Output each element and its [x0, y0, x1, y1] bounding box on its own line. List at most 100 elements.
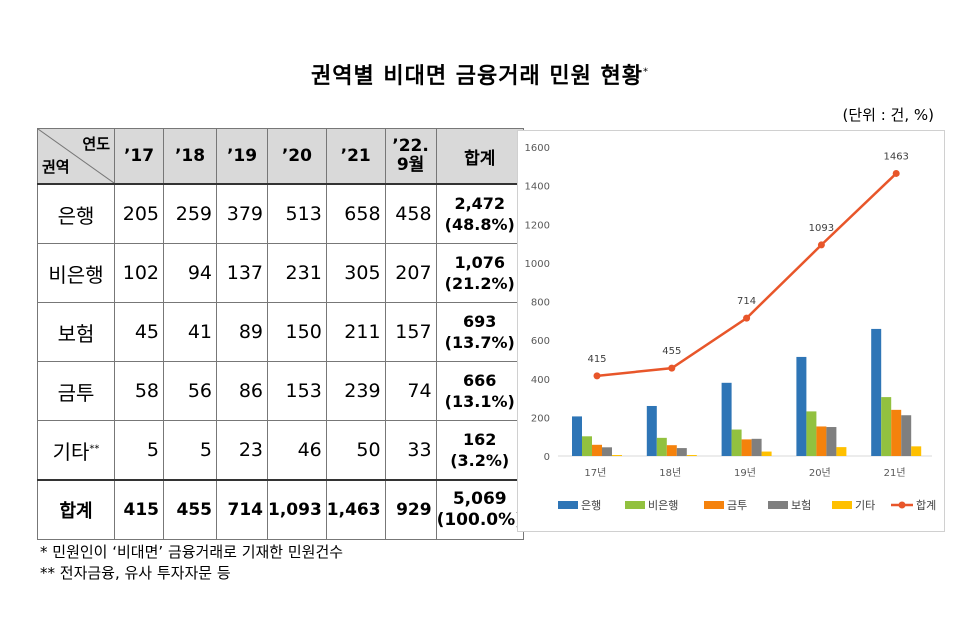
col-header-2018: ’18 — [163, 128, 217, 185]
table-row: 금투 58 56 86 153 239 74 666 (13.1%) — [37, 361, 524, 421]
row-share: (48.8%) — [444, 215, 515, 234]
legend-swatch-기타 — [832, 501, 852, 509]
table-cell: 74 — [384, 361, 437, 421]
x-tick-label: 20년 — [809, 467, 831, 479]
table-cell: 153 — [267, 361, 327, 421]
row-label: 비은행 — [37, 243, 115, 303]
sum-cell: 1,093 — [267, 479, 327, 540]
unit-label: (단위 : 건, %) — [842, 106, 934, 124]
table-cell: 658 — [325, 183, 386, 244]
line-point — [593, 372, 601, 380]
bar-은행 — [572, 416, 582, 456]
row-total: 666 — [463, 371, 497, 390]
table-cell: 46 — [267, 420, 327, 481]
row-label-text: 기타 — [52, 439, 90, 464]
bar-비은행 — [806, 411, 817, 456]
footnote-1: * 민원인이 ‘비대면’ 금융거래로 기재한 민원건수 — [40, 543, 344, 561]
legend-swatch-보험 — [768, 501, 788, 509]
table-cell: 23 — [216, 420, 268, 481]
table-cell: 56 — [163, 361, 217, 421]
grand-total-cell: 5,069 (100.0%) — [435, 479, 524, 540]
legend-swatch-금투 — [704, 501, 724, 509]
table-cell: 58 — [114, 361, 164, 421]
line-data-label: 1463 — [883, 151, 908, 162]
row-footnote-mark: ** — [89, 442, 100, 454]
bar-보험 — [901, 415, 912, 456]
row-label: 보험 — [37, 302, 115, 362]
sum-row-label: 합계 — [37, 479, 115, 540]
bar-기타 — [836, 447, 847, 456]
row-total: 693 — [463, 312, 497, 331]
table-cell: 231 — [267, 243, 327, 303]
row-total-cell: 1,076 (21.2%) — [435, 243, 524, 303]
bar-금투 — [741, 439, 752, 456]
bar-은행 — [646, 405, 657, 456]
row-label: 은행 — [37, 183, 115, 244]
row-total: 1,076 — [454, 253, 506, 272]
col-header-2017: ’17 — [114, 128, 164, 185]
y-tick-label: 800 — [531, 298, 550, 309]
corner-sector-label: 권역 — [42, 158, 70, 176]
bar-보험 — [751, 438, 762, 456]
line-data-label: 455 — [662, 346, 681, 357]
col-header-2022-sep: ’22. 9월 — [384, 128, 437, 185]
table-cell: 207 — [384, 243, 437, 303]
line-합계 — [596, 172, 898, 378]
table-cell: 41 — [163, 302, 217, 362]
legend-label: 은행 — [581, 499, 601, 512]
line-point — [743, 314, 751, 322]
table-cell: 137 — [216, 243, 268, 303]
sum-cell: 714 — [216, 479, 268, 540]
corner-diagonal — [38, 129, 114, 183]
table-cell: 379 — [216, 183, 268, 244]
row-share: (21.2%) — [444, 274, 515, 293]
table-cell: 89 — [216, 302, 268, 362]
legend-label: 비은행 — [648, 499, 678, 512]
row-total-cell: 666 (13.1%) — [435, 361, 524, 421]
bar-보험 — [826, 427, 837, 456]
title-footnote-mark: * — [643, 66, 649, 78]
legend-swatch-비은행 — [625, 501, 645, 509]
sum-cell: 455 — [163, 479, 217, 540]
bar-비은행 — [582, 436, 592, 456]
table-cell: 86 — [216, 361, 268, 421]
bar-기타 — [911, 446, 922, 456]
col-header-total: 합계 — [435, 128, 524, 185]
y-tick-label: 400 — [531, 375, 550, 386]
table-cell: 50 — [325, 420, 386, 481]
grand-total-share: (100.0%) — [436, 510, 523, 530]
legend-label: 합계 — [916, 499, 936, 512]
table-cell: 239 — [325, 361, 386, 421]
x-tick-label: 18년 — [659, 467, 681, 479]
col-header-2020: ’20 — [267, 128, 327, 185]
bar-금투 — [816, 426, 827, 456]
sum-row: 합계 415 455 714 1,093 1,463 929 5,069 (100.0%) — [37, 479, 524, 540]
table-row: 은행 205 259 379 513 658 458 2,472 (48.8%) — [37, 183, 524, 244]
table-cell: 5 — [114, 420, 164, 481]
line-point — [668, 364, 676, 372]
table-cell: 94 — [163, 243, 217, 303]
table-cell: 259 — [163, 183, 217, 244]
line-data-label: 415 — [587, 354, 606, 365]
bar-보험 — [676, 448, 687, 456]
table-cell: 102 — [114, 243, 164, 303]
bar-금투 — [891, 409, 902, 456]
table-row: 비은행 102 94 137 231 305 207 1,076 (21.2%) — [37, 243, 524, 303]
x-tick-label: 17년 — [584, 467, 606, 479]
complaints-chart: 0 200 400 600 800 1000 1200 1400 1600 17년 18년 19년 20… — [525, 143, 937, 512]
table-cell: 157 — [384, 302, 437, 362]
sum-cell: 1,463 — [325, 479, 386, 540]
y-tick-label: 200 — [531, 413, 550, 424]
bar-금투 — [592, 444, 602, 456]
row-share: (13.1%) — [444, 392, 515, 411]
row-total: 162 — [463, 430, 497, 449]
row-total-cell: 162 (3.2%) — [435, 420, 524, 481]
y-tick-label: 1200 — [525, 220, 550, 231]
y-tick-label: 600 — [531, 336, 550, 347]
table-cell: 205 — [114, 183, 164, 244]
y-tick-label: 1600 — [525, 143, 550, 154]
footnote-2: ** 전자금융, 유사 투자자문 등 — [40, 564, 231, 582]
bar-비은행 — [881, 397, 892, 456]
table-row: 기타** 5 5 23 46 50 33 162 (3.2%) — [37, 420, 524, 481]
row-label: 금투 — [37, 361, 115, 421]
